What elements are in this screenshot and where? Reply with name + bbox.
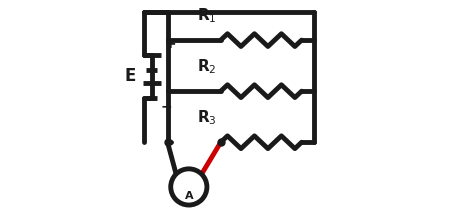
Text: A: A	[184, 191, 193, 201]
Text: E: E	[124, 67, 135, 85]
Text: R$_2$: R$_2$	[197, 58, 216, 76]
Text: −: −	[160, 100, 172, 114]
Circle shape	[171, 169, 207, 205]
Text: R$_1$: R$_1$	[197, 6, 216, 25]
Text: R$_3$: R$_3$	[197, 109, 216, 127]
Text: +: +	[164, 37, 176, 51]
